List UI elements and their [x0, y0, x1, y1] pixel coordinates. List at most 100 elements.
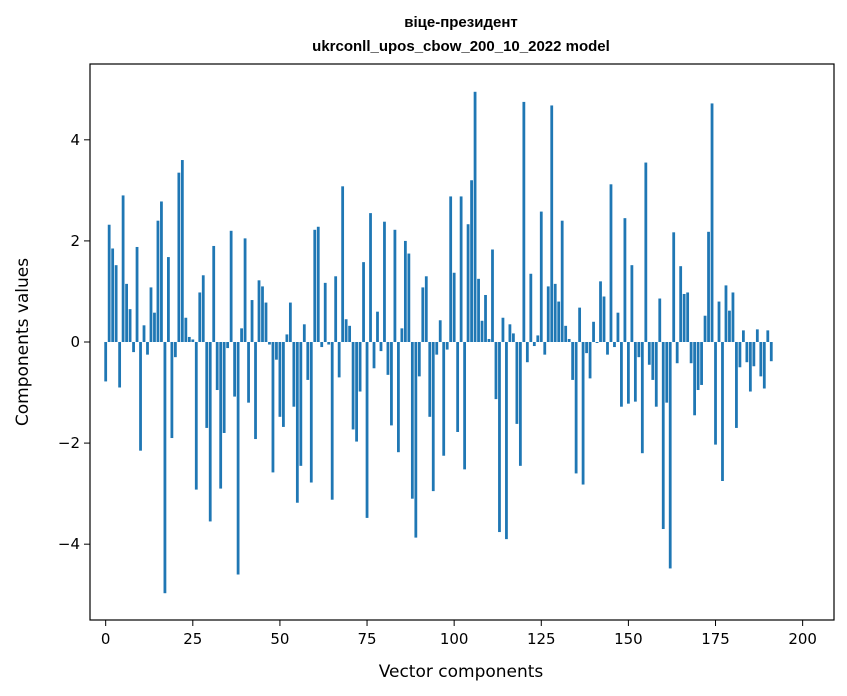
bar: [700, 342, 703, 385]
bar: [390, 342, 393, 426]
x-tick-label: 0: [101, 630, 111, 648]
bar: [550, 105, 554, 342]
bar: [536, 335, 540, 342]
bar: [637, 342, 641, 358]
bar: [665, 342, 669, 403]
bar: [205, 342, 209, 428]
bar: [278, 342, 282, 417]
bar: [114, 265, 118, 342]
bar: [268, 342, 271, 345]
x-tick-label: 175: [701, 630, 730, 648]
bar: [672, 232, 676, 342]
x-tick-label: 75: [357, 630, 376, 648]
bar: [121, 195, 125, 342]
bar: [762, 342, 766, 389]
bar: [505, 342, 508, 540]
bar: [539, 211, 543, 342]
bar: [369, 213, 372, 342]
bar: [696, 342, 700, 391]
bar: [647, 342, 651, 365]
bar: [348, 325, 352, 342]
bar: [588, 342, 592, 379]
bar: [194, 342, 198, 490]
x-tick-label: 50: [270, 630, 289, 648]
bar: [735, 342, 738, 428]
bar: [285, 334, 289, 342]
bar: [487, 338, 491, 342]
bar: [484, 294, 487, 342]
bar: [501, 317, 505, 342]
bar: [160, 201, 163, 342]
bar: [438, 320, 442, 342]
x-tick-label: 150: [614, 630, 643, 648]
bar: [581, 342, 585, 485]
bar: [578, 307, 582, 342]
bar: [693, 342, 696, 416]
bar: [146, 342, 149, 355]
bar: [198, 292, 202, 342]
y-tick-label: 0: [70, 333, 80, 351]
bar: [107, 224, 111, 342]
bar: [111, 248, 115, 342]
y-axis-label: Components values: [13, 258, 33, 426]
bar: [355, 342, 358, 442]
bar: [602, 296, 606, 342]
bar: [132, 342, 135, 353]
bar: [574, 342, 578, 474]
bar: [710, 103, 714, 343]
bar: [177, 172, 181, 342]
bar: [769, 342, 773, 362]
x-tick-label: 25: [183, 630, 202, 648]
bar: [515, 342, 519, 424]
bar: [372, 342, 376, 369]
bar: [431, 342, 435, 492]
bar: [466, 224, 470, 342]
bar: [651, 342, 655, 380]
bar: [295, 342, 299, 503]
bar: [668, 342, 672, 569]
bar: [755, 329, 759, 342]
bar: [292, 342, 296, 407]
bar: [149, 287, 153, 342]
bar: [689, 342, 693, 364]
bar: [595, 342, 599, 344]
bar: [309, 342, 313, 483]
bar: [675, 342, 679, 364]
bar: [219, 342, 223, 489]
bar: [397, 342, 400, 453]
bar: [240, 328, 243, 342]
bar: [250, 300, 254, 342]
bar: [344, 319, 348, 342]
y-axis: −4 −2 0 2 4: [58, 131, 90, 553]
bar: [386, 342, 390, 375]
y-tick-label: −4: [58, 535, 80, 553]
bar: [731, 292, 735, 342]
bar: [167, 257, 170, 342]
bar: [184, 317, 188, 342]
bar: [728, 310, 731, 342]
bar: [627, 342, 630, 404]
bar: [104, 342, 108, 382]
bar: [365, 342, 369, 518]
bar: [724, 285, 728, 342]
bar: [557, 301, 561, 342]
bar: [766, 330, 770, 342]
bar: [341, 186, 345, 342]
bar: [742, 330, 745, 342]
bar: [494, 342, 498, 400]
x-tick-label: 200: [788, 630, 817, 648]
x-tick-label: 125: [527, 630, 556, 648]
bar: [546, 286, 550, 342]
bar: [261, 286, 264, 342]
bar: [233, 342, 237, 397]
bar: [748, 342, 752, 392]
chart-title: віце-президент: [404, 14, 517, 31]
bar: [435, 342, 439, 355]
bar: [470, 180, 473, 342]
bar: [717, 301, 721, 342]
bar: [613, 342, 616, 348]
bar: [442, 342, 446, 456]
bar: [567, 338, 571, 342]
bar: [480, 320, 484, 342]
bar: [229, 230, 233, 342]
